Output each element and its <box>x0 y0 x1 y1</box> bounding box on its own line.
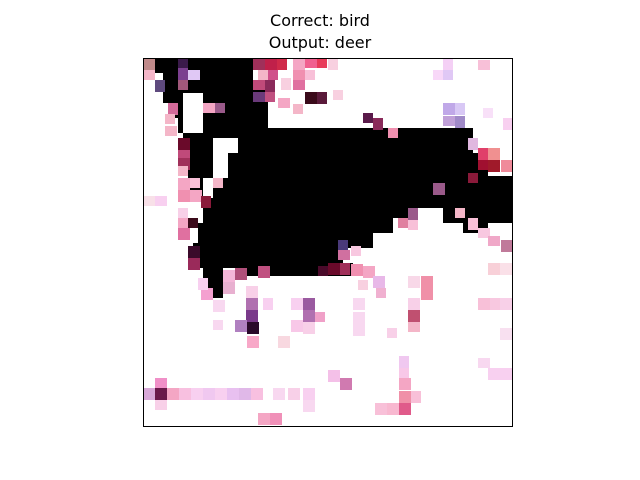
figure-title-output: Output: deer <box>268 33 372 52</box>
color-speckles <box>143 58 513 425</box>
figure-title-correct: Correct: bird <box>270 11 370 30</box>
pixel-image <box>143 58 513 427</box>
pixel-image-canvas <box>143 58 513 427</box>
